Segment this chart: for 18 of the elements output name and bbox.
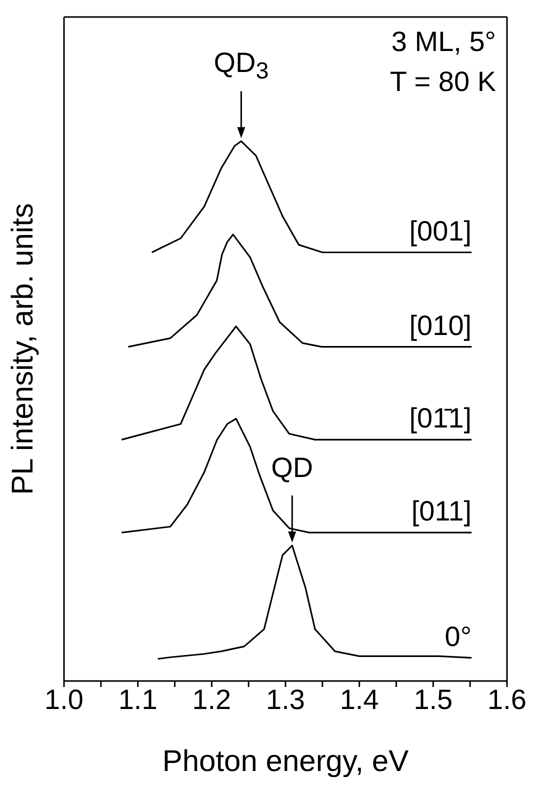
x-tick-label: 1.5 xyxy=(414,684,453,715)
text: T = 80 K xyxy=(390,65,496,99)
series-label: [001] xyxy=(409,215,472,246)
series-label: [01̄1] xyxy=(409,402,472,434)
text: 3 ML, 5° xyxy=(390,25,496,59)
x-tick-label: 1.0 xyxy=(44,684,84,715)
series-label: [010] xyxy=(409,310,472,341)
x-tick-label: 1.2 xyxy=(192,684,232,715)
series-label: 0° xyxy=(444,620,472,652)
annotation: QD$_{3}$ xyxy=(212,46,270,86)
x-tick-label: 1.6 xyxy=(488,684,526,715)
series-label: [011] xyxy=(411,496,472,527)
x-tick-label: 1.1 xyxy=(118,684,158,715)
annotation: QD xyxy=(270,450,314,484)
x-tick-label: 1.4 xyxy=(340,684,379,715)
y-axis-title: PL intensity, arb. units xyxy=(6,203,40,495)
x-tick-label: 1.3 xyxy=(266,684,305,715)
x-axis-title: Photon energy, eV xyxy=(162,745,409,778)
